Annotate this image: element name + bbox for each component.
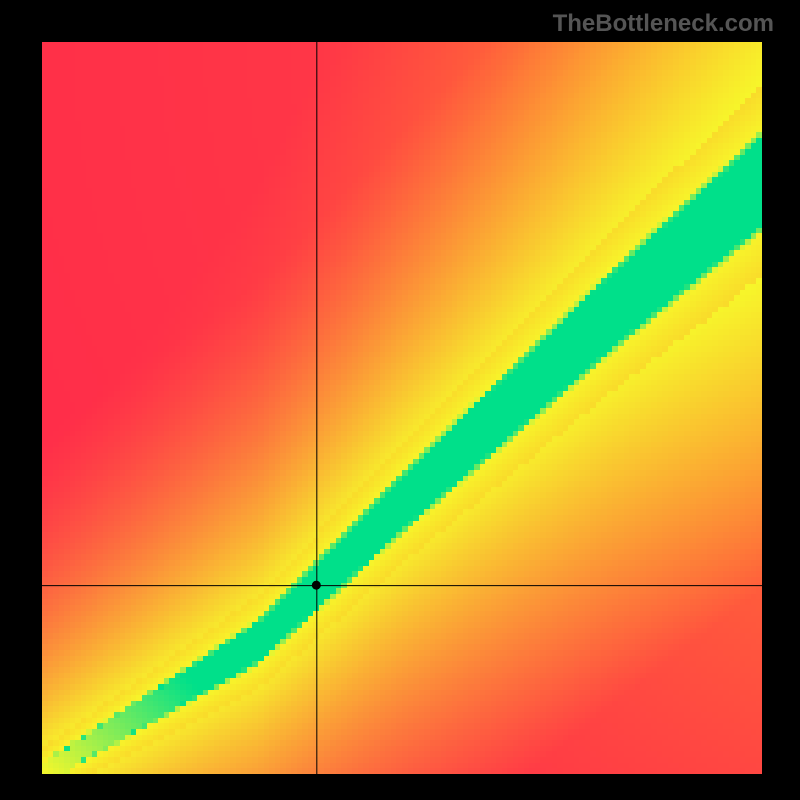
plot-area — [42, 42, 762, 774]
heatmap-canvas — [42, 42, 762, 774]
watermark-label: TheBottleneck.com — [553, 10, 774, 38]
chart-container: TheBottleneck.com — [0, 0, 800, 800]
